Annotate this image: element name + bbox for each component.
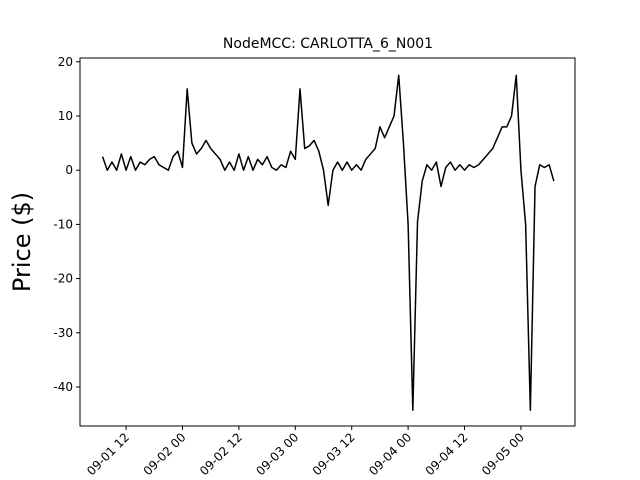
y-tick-label: 10	[58, 109, 73, 123]
y-tick-label: -30	[53, 326, 73, 340]
x-tick-label: 09-03 12	[310, 430, 358, 478]
x-tick-label: 09-03 00	[253, 430, 301, 478]
x-tick-label: 09-04 12	[423, 430, 471, 478]
x-tick-label: 09-02 00	[141, 430, 189, 478]
y-tick-label: -10	[53, 217, 73, 231]
x-tick-label: 09-01 12	[84, 430, 132, 478]
plot-frame	[79, 57, 576, 427]
price-line	[101, 74, 555, 412]
y-tick-label: -20	[53, 272, 73, 286]
x-tick-label: 09-04 00	[366, 430, 414, 478]
chart-title: NodeMCC: CARLOTTA_6_N001	[223, 36, 433, 52]
y-tick-label: -40	[53, 380, 73, 394]
x-tick-label: 09-05 00	[479, 430, 527, 478]
y-tick-label: 0	[65, 163, 73, 177]
y-tick-label: 20	[58, 55, 73, 69]
x-tick-label: 09-02 12	[197, 430, 245, 478]
y-axis-label: Price ($)	[8, 192, 36, 292]
